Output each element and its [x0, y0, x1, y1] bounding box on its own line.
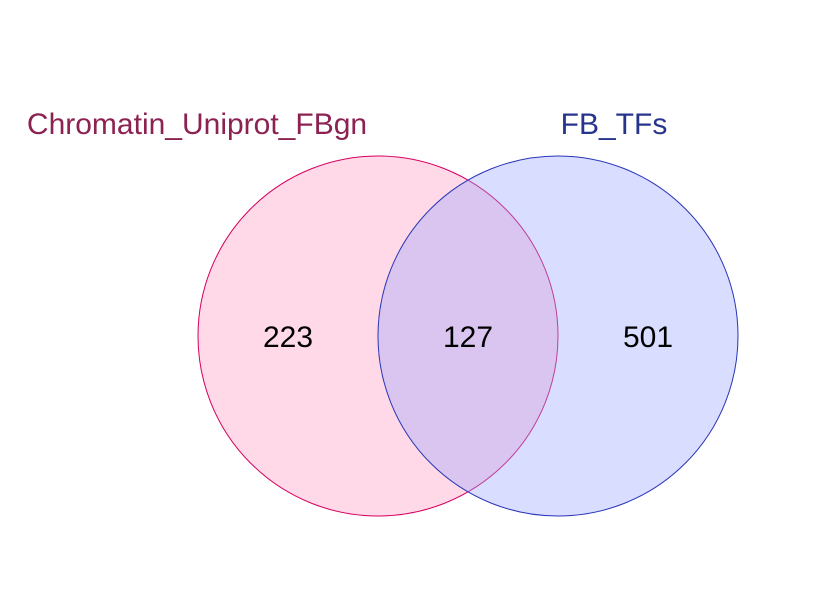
set-circle-right: [377, 155, 739, 517]
region-count-left-only: 223: [263, 321, 313, 354]
set-label-left: Chromatin_Uniprot_FBgn: [27, 108, 367, 141]
region-count-right-only: 501: [623, 321, 673, 354]
set-label-right: FB_TFs: [561, 108, 668, 141]
region-count-intersection: 127: [443, 321, 493, 354]
